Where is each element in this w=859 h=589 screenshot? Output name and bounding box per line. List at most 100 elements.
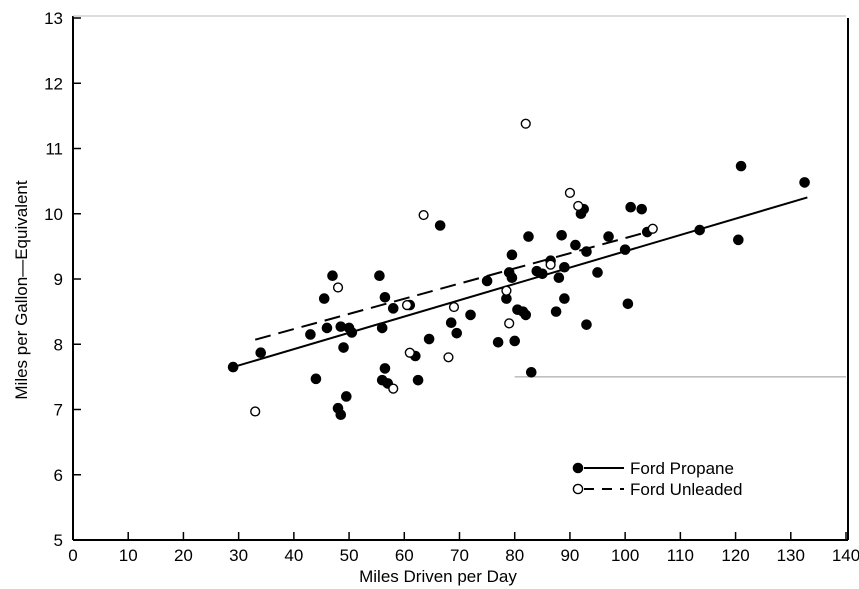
- y-tick-label: 7: [54, 401, 63, 420]
- propane-point: [556, 229, 567, 241]
- propane-point: [509, 335, 521, 347]
- x-tick-label: 30: [229, 546, 248, 565]
- propane-point: [694, 224, 705, 236]
- x-tick-label: 130: [777, 546, 805, 565]
- propane-point: [581, 319, 592, 330]
- unleaded-point: [448, 301, 460, 313]
- unleaded-point: [418, 209, 429, 221]
- unleaded-point: [564, 187, 576, 198]
- unleaded-point: [545, 259, 556, 270]
- x-tick-label: 10: [119, 546, 138, 565]
- propane-point: [581, 246, 592, 257]
- unleaded-point: [250, 406, 261, 417]
- x-axis-ticks: 0 10 20 30 40 50 60 70 80 90 100 110 120 130 140: [68, 532, 859, 565]
- x-tick-label: 60: [395, 546, 414, 565]
- propane-point: [537, 268, 548, 280]
- propane-point: [481, 275, 493, 287]
- propane-point: [327, 270, 338, 282]
- propane-point: [305, 329, 316, 340]
- propane-point: [619, 244, 631, 255]
- propane-point: [622, 298, 634, 310]
- data-points: [227, 118, 810, 421]
- plot-frame: [72, 15, 849, 541]
- y-axis-ticks: 5 6 7 8 9 10 11 12 13: [44, 9, 81, 550]
- propane-point: [550, 306, 562, 317]
- x-tick-label: 110: [667, 546, 694, 565]
- propane-point: [338, 342, 349, 353]
- legend-propane-label: Ford Propane: [630, 459, 734, 478]
- propane-point: [559, 293, 570, 304]
- x-tick-label: 40: [284, 546, 303, 565]
- x-tick-label: 0: [68, 546, 77, 565]
- unleaded-point: [443, 352, 454, 363]
- propane-trend-line: [232, 196, 808, 369]
- propane-point: [559, 261, 570, 273]
- unleaded-point: [647, 223, 658, 234]
- y-tick-label: 9: [54, 270, 63, 289]
- unleaded-point: [573, 200, 584, 212]
- y-tick-label: 5: [54, 531, 63, 550]
- legend: Ford Propane Ford Unleaded: [572, 459, 742, 499]
- x-tick-label: 90: [560, 546, 579, 565]
- propane-point: [506, 272, 518, 283]
- propane-point: [387, 303, 399, 314]
- unleaded-point: [388, 383, 399, 394]
- propane-point: [412, 374, 424, 386]
- propane-point: [445, 317, 457, 329]
- x-tick-label: 50: [340, 546, 359, 565]
- propane-point: [321, 322, 333, 334]
- propane-point: [346, 327, 358, 338]
- propane-point: [636, 203, 648, 215]
- x-tick-label: 20: [174, 546, 193, 565]
- propane-point: [799, 177, 810, 188]
- propane-point: [520, 309, 532, 321]
- propane-point: [423, 333, 435, 345]
- propane-point: [318, 293, 330, 304]
- x-tick-label: 70: [450, 546, 469, 565]
- x-axis-title: Miles Driven per Day: [359, 567, 517, 586]
- propane-point: [492, 336, 504, 348]
- propane-point: [553, 272, 565, 283]
- legend-unleaded-marker: [572, 483, 584, 495]
- x-tick-label: 120: [721, 546, 749, 565]
- propane-point: [255, 347, 267, 359]
- propane-point: [735, 160, 747, 172]
- propane-point: [379, 291, 391, 303]
- propane-point: [451, 327, 463, 339]
- y-tick-label: 6: [54, 466, 63, 485]
- propane-point: [374, 270, 385, 282]
- propane-point: [465, 309, 476, 321]
- y-tick-label: 8: [54, 335, 63, 354]
- unleaded-point: [520, 118, 531, 129]
- propane-point: [227, 361, 239, 373]
- y-tick-label: 13: [44, 9, 63, 28]
- x-tick-label: 100: [611, 546, 639, 565]
- trend-lines: [232, 196, 808, 369]
- unleaded-point: [401, 300, 413, 311]
- y-axis-title: Miles per Gallon—Equivalent: [12, 180, 31, 399]
- propane-point: [523, 231, 534, 242]
- propane-point: [592, 267, 603, 278]
- propane-point: [525, 367, 537, 378]
- unleaded-point: [332, 282, 344, 293]
- propane-point: [341, 391, 352, 402]
- propane-point: [733, 234, 744, 246]
- y-tick-label: 11: [45, 140, 63, 159]
- propane-point: [603, 231, 614, 242]
- propane-point: [506, 249, 518, 261]
- unleaded-point: [404, 347, 415, 358]
- unleaded-point: [501, 285, 512, 296]
- propane-point: [379, 363, 391, 374]
- unleaded-point: [504, 318, 515, 329]
- propane-point: [434, 220, 446, 231]
- propane-point: [376, 322, 388, 334]
- propane-point: [625, 201, 636, 213]
- x-tick-label: 140: [832, 546, 859, 565]
- x-tick-label: 80: [505, 546, 524, 565]
- y-tick-label: 10: [44, 205, 63, 224]
- legend-unleaded-label: Ford Unleaded: [630, 480, 742, 499]
- propane-point: [310, 373, 322, 385]
- y-tick-label: 12: [44, 74, 63, 93]
- propane-point: [335, 409, 347, 421]
